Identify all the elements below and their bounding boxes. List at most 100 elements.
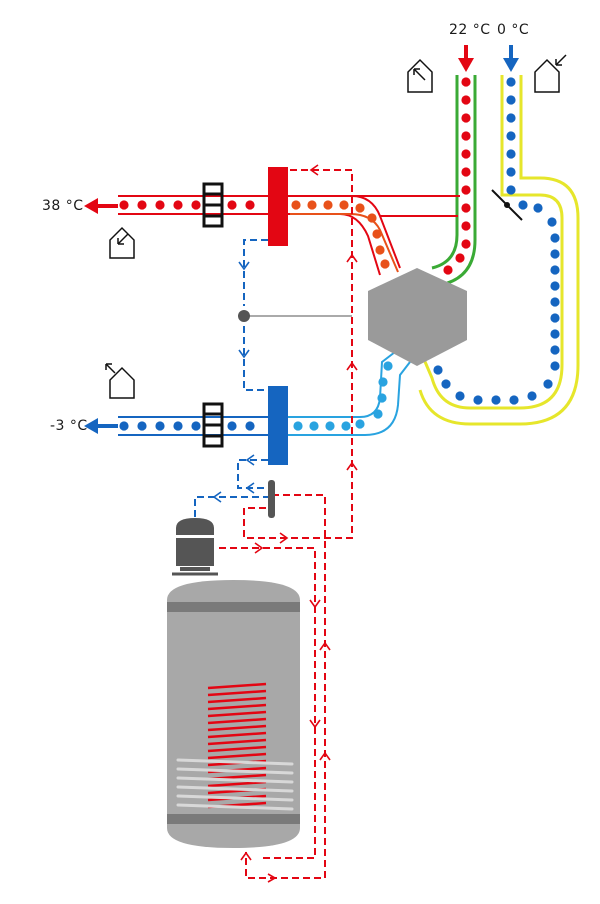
airflow-dot: [373, 409, 383, 419]
expansion-valve: [238, 310, 250, 322]
airflow-dot: [173, 421, 183, 431]
airflow-dot: [461, 221, 471, 231]
airflow-dot: [441, 379, 451, 389]
airflow-dot: [119, 421, 129, 431]
airflow-dot: [367, 213, 377, 223]
airflow-dot: [461, 239, 471, 249]
airflow-dot: [339, 200, 349, 210]
heating-coil-turn: [207, 689, 267, 697]
heating-coil-turn: [207, 710, 267, 718]
airflow-dot: [355, 203, 365, 213]
exhaust-temp-label: -3 °C: [50, 418, 88, 434]
airflow-dot: [191, 200, 201, 210]
house-outdoor-icon: [534, 54, 567, 93]
airflow-dot: [227, 421, 237, 431]
airflow-dot: [378, 377, 388, 387]
heating-coil-turn: [207, 780, 267, 788]
airflow-dot: [380, 259, 390, 269]
four-way-valve: [268, 480, 275, 518]
hot-water-tank-icon: [167, 580, 300, 848]
airflow-dot: [191, 421, 201, 431]
supply-fan: [202, 182, 224, 228]
airflow-dot: [461, 77, 471, 87]
airflow-dot: [341, 421, 351, 431]
airflow-dot: [506, 77, 516, 87]
airflow-dot: [550, 329, 560, 339]
airflow-dot: [443, 265, 453, 275]
airflow-dot: [325, 421, 335, 431]
airflow-dot: [383, 361, 393, 371]
house-supply-icon: [407, 58, 433, 93]
exhaust-fan: [202, 402, 224, 448]
heating-coil-turn: [207, 696, 267, 704]
heating-coil-turn: [207, 738, 267, 746]
airflow-dot: [155, 421, 165, 431]
heating-coil-turn: [207, 717, 267, 725]
heat-exchanger: [368, 268, 467, 366]
water-coil-turn: [176, 767, 294, 775]
airflow-dot: [461, 203, 471, 213]
airflow-dot: [527, 391, 537, 401]
water-coil-turn: [176, 776, 294, 784]
airflow-dot: [461, 149, 471, 159]
outdoor-air-duct: [418, 75, 580, 426]
airflow-dot: [550, 265, 560, 275]
airflow-dot: [377, 393, 387, 403]
airflow-dot: [461, 131, 471, 141]
condenser-coil: [268, 167, 288, 246]
airflow-dot: [245, 200, 255, 210]
house-exhaust-icon: [109, 226, 135, 259]
airflow-dot: [119, 200, 129, 210]
airflow-dot: [506, 185, 516, 195]
supply-temp-label: 22 °C: [449, 22, 491, 38]
water-coil-turn: [176, 785, 294, 793]
heating-coil-turn: [207, 731, 267, 739]
airflow-dot: [550, 233, 560, 243]
compressor-icon: [172, 518, 218, 576]
water-coil-turn: [176, 758, 294, 766]
airflow-dot: [550, 313, 560, 323]
airflow-dot: [461, 95, 471, 105]
outdoor-temp-label: 0 °C: [497, 22, 530, 38]
supply-air-arrow: [458, 45, 474, 72]
airflow-dot: [455, 391, 465, 401]
airflow-dot: [372, 229, 382, 239]
heating-coil-turn: [207, 745, 267, 753]
cold-out-arrow: [84, 418, 118, 434]
outdoor-air-arrow: [503, 45, 519, 72]
airflow-dot: [473, 395, 483, 405]
airflow-dot: [291, 200, 301, 210]
supply-air-duct: [431, 75, 477, 287]
airflow-dot: [461, 167, 471, 177]
heating-coil-turn: [207, 703, 267, 711]
warm-air-duct: [118, 195, 460, 276]
airflow-dot: [155, 200, 165, 210]
refrigerant-cold-line: [194, 239, 270, 520]
airflow-dot: [461, 113, 471, 123]
airflow-dot: [455, 253, 465, 263]
airflow-dot: [323, 200, 333, 210]
airflow-dot: [433, 365, 443, 375]
airflow-dot: [533, 203, 543, 213]
airflow-dot: [137, 200, 147, 210]
heating-coil-turn: [207, 724, 267, 732]
refrigerant-hot-line: [219, 169, 353, 879]
airflow-dot: [461, 185, 471, 195]
airflow-dot: [491, 395, 501, 405]
airflow-dot: [509, 395, 519, 405]
airflow-dot: [506, 149, 516, 159]
airflow-dot: [137, 421, 147, 431]
airflow-dot: [307, 200, 317, 210]
refrigerant-arrows: [240, 164, 358, 883]
airflow-dot: [355, 419, 365, 429]
water-coil-turn: [176, 803, 294, 811]
evaporator-coil: [268, 386, 288, 465]
airflow-dot: [550, 345, 560, 355]
airflow-dot: [309, 421, 319, 431]
warm-out-arrow: [84, 198, 118, 214]
airflow-dot: [245, 421, 255, 431]
airflow-dot: [506, 131, 516, 141]
airflow-dot: [227, 200, 237, 210]
water-coil-turn: [176, 794, 294, 802]
